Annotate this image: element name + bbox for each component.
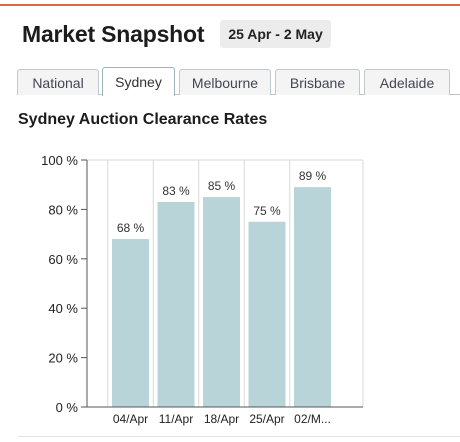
tab-adelaide[interactable]: Adelaide bbox=[364, 69, 450, 95]
clearance-rate-chart: 68 % 04/Apr 83 % 11/Apr 85 % 18/Apr 75 % 25/Apr… bbox=[41, 153, 364, 426]
date-range-badge: 25 Apr - 2 May bbox=[220, 20, 331, 48]
x-tick-label: 25/Apr bbox=[249, 412, 284, 426]
tab-sydney[interactable]: Sydney bbox=[102, 67, 175, 96]
bar-value-label: 85 % bbox=[208, 179, 236, 193]
bar bbox=[203, 197, 240, 407]
tab-brisbane[interactable]: Brisbane bbox=[275, 69, 360, 95]
bar bbox=[112, 239, 149, 407]
y-tick-label: 20 % bbox=[48, 351, 78, 366]
chart-grid bbox=[87, 159, 364, 407]
x-tick-label: 18/Apr bbox=[204, 412, 239, 426]
bar bbox=[157, 201, 195, 407]
x-tick-label: 11/Apr bbox=[159, 412, 193, 426]
bar-value-label: 89 % bbox=[299, 169, 327, 183]
header: Market Snapshot 25 Apr - 2 May bbox=[22, 18, 331, 50]
x-tick-label: 04/Apr bbox=[113, 412, 148, 426]
chart-axes bbox=[81, 159, 363, 408]
tab-national[interactable]: National bbox=[17, 69, 99, 95]
chart-labels: 68 % 04/Apr 83 % 11/Apr 85 % 18/Apr 75 % 25/Apr… bbox=[41, 153, 331, 426]
bar-value-label: 68 % bbox=[117, 221, 145, 235]
city-tabs: National Sydney Melbourne Brisbane Adela… bbox=[17, 67, 460, 96]
bar-value-label: 83 % bbox=[162, 184, 190, 198]
x-tick-label: 02/M... bbox=[294, 412, 331, 426]
page-title: Market Snapshot bbox=[22, 20, 205, 47]
bar bbox=[294, 187, 331, 407]
section-title: Sydney Auction Clearance Rates bbox=[18, 111, 268, 128]
bar-value-label: 75 % bbox=[253, 204, 281, 218]
bar bbox=[248, 221, 286, 407]
chart-bars bbox=[112, 187, 331, 407]
y-tick-label: 100 % bbox=[41, 153, 78, 168]
y-tick-label: 0 % bbox=[56, 400, 79, 415]
y-tick-label: 80 % bbox=[48, 202, 78, 217]
y-tick-label: 60 % bbox=[48, 252, 78, 267]
top-accent-rule bbox=[0, 4, 460, 6]
bottom-divider bbox=[18, 436, 460, 437]
y-tick-label: 40 % bbox=[48, 301, 78, 316]
tab-melbourne[interactable]: Melbourne bbox=[179, 69, 271, 95]
